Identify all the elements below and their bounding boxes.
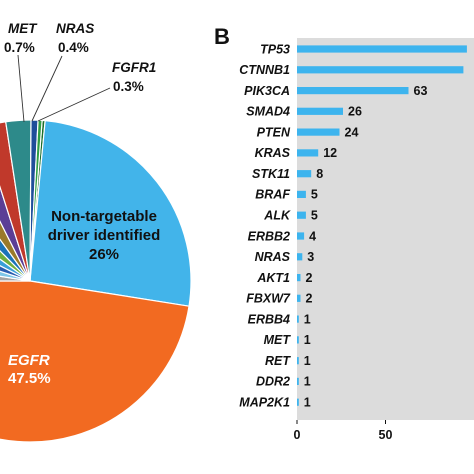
bar-label-tp53: TP53 (260, 42, 290, 56)
bar-label-smad4: SMAD4 (246, 105, 290, 119)
bar-ctnnb1 (297, 66, 464, 74)
pie-label-nras-name: NRAS (56, 21, 94, 36)
pie-label-main-line2: driver identified (48, 227, 161, 244)
panel-label-b: B (214, 24, 230, 49)
pie-label-egfr-name: EGFR (8, 352, 50, 369)
bar-alk (297, 211, 306, 219)
bar-ret (297, 357, 299, 365)
bar-value-ddr2: 1 (304, 375, 311, 389)
bar-kras (297, 149, 319, 157)
bar-label-kras: KRAS (255, 146, 291, 160)
bar-label-map2k1: MAP2K1 (239, 396, 290, 410)
bar-label-ctnnb1: CTNNB1 (239, 63, 290, 77)
bar-label-erbb2: ERBB2 (248, 229, 290, 243)
leader-line-nras (31, 55, 63, 122)
bar-label-ret: RET (265, 354, 291, 368)
leader-line-fgfr1 (37, 87, 111, 122)
bar-label-akt1: AKT1 (256, 271, 290, 285)
bar-value-pten: 24 (345, 125, 359, 139)
bar-label-stk11: STK11 (252, 167, 290, 181)
bar-akt1 (297, 274, 301, 282)
bar-label-pten: PTEN (257, 125, 291, 139)
pie-labels: MET 0.7% NRAS 0.4% FGFR1 0.3% Non-target… (4, 21, 160, 387)
bar-pik3ca (297, 87, 409, 95)
bar-plot-background (297, 38, 474, 420)
bar-value-erbb2: 4 (309, 229, 316, 243)
bar-value-fbxw7: 2 (306, 292, 313, 306)
pie-label-main-value: 26% (89, 246, 119, 263)
bar-label-alk: ALK (263, 209, 291, 223)
x-tick-label-0: 0 (294, 428, 301, 442)
bar-value-nras: 3 (307, 250, 314, 264)
bar-value-alk: 5 (311, 209, 318, 223)
bar-fbxw7 (297, 294, 301, 302)
bar-ddr2 (297, 377, 299, 385)
bar-label-ddr2: DDR2 (256, 375, 290, 389)
bar-value-pik3ca: 63 (414, 84, 428, 98)
bar-label-braf: BRAF (255, 188, 290, 202)
pie-label-main-line1: Non-targetable (51, 208, 157, 225)
bar-x-axis: 0 50 (294, 420, 393, 442)
bar-value-kras: 12 (323, 146, 337, 160)
bar-erbb2 (297, 232, 305, 240)
bar-value-akt1: 2 (306, 271, 313, 285)
bar-value-braf: 5 (311, 188, 318, 202)
bar-pten (297, 128, 340, 136)
bar-label-fbxw7: FBXW7 (246, 292, 291, 306)
x-tick-label-50: 50 (379, 428, 393, 442)
bar-map2k1 (297, 398, 299, 406)
bar-label-pik3ca: PIK3CA (244, 84, 290, 98)
bar-smad4 (297, 107, 343, 115)
bar-label-nras: NRAS (255, 250, 291, 264)
bar-label-met: MET (264, 333, 292, 347)
leader-line-met (17, 54, 25, 123)
bar-value-erbb4: 1 (304, 312, 311, 326)
pie-slice-non-targetable (29, 120, 192, 307)
pie-label-egfr-value: 47.5% (8, 370, 51, 387)
pie-chart (0, 54, 192, 443)
bar-label-erbb4: ERBB4 (248, 312, 290, 326)
pie-label-met-name: MET (8, 21, 38, 36)
bar-value-map2k1: 1 (304, 396, 311, 410)
pie-slice-egfr (0, 280, 190, 443)
bar-value-ret: 1 (304, 354, 311, 368)
pie-label-fgfr1-name: FGFR1 (112, 60, 156, 75)
pie-label-nras-value: 0.4% (58, 40, 89, 55)
bar-value-met: 1 (304, 333, 311, 347)
bar-met (297, 336, 299, 344)
bar-value-stk11: 8 (316, 167, 323, 181)
bar-value-smad4: 26 (348, 105, 362, 119)
pie-label-fgfr1-value: 0.3% (113, 79, 144, 94)
bar-erbb4 (297, 315, 299, 323)
bar-tp53 (297, 45, 467, 53)
pie-label-met-value: 0.7% (4, 40, 35, 55)
bar-stk11 (297, 170, 312, 178)
bar-braf (297, 190, 306, 198)
bar-nras (297, 253, 303, 261)
